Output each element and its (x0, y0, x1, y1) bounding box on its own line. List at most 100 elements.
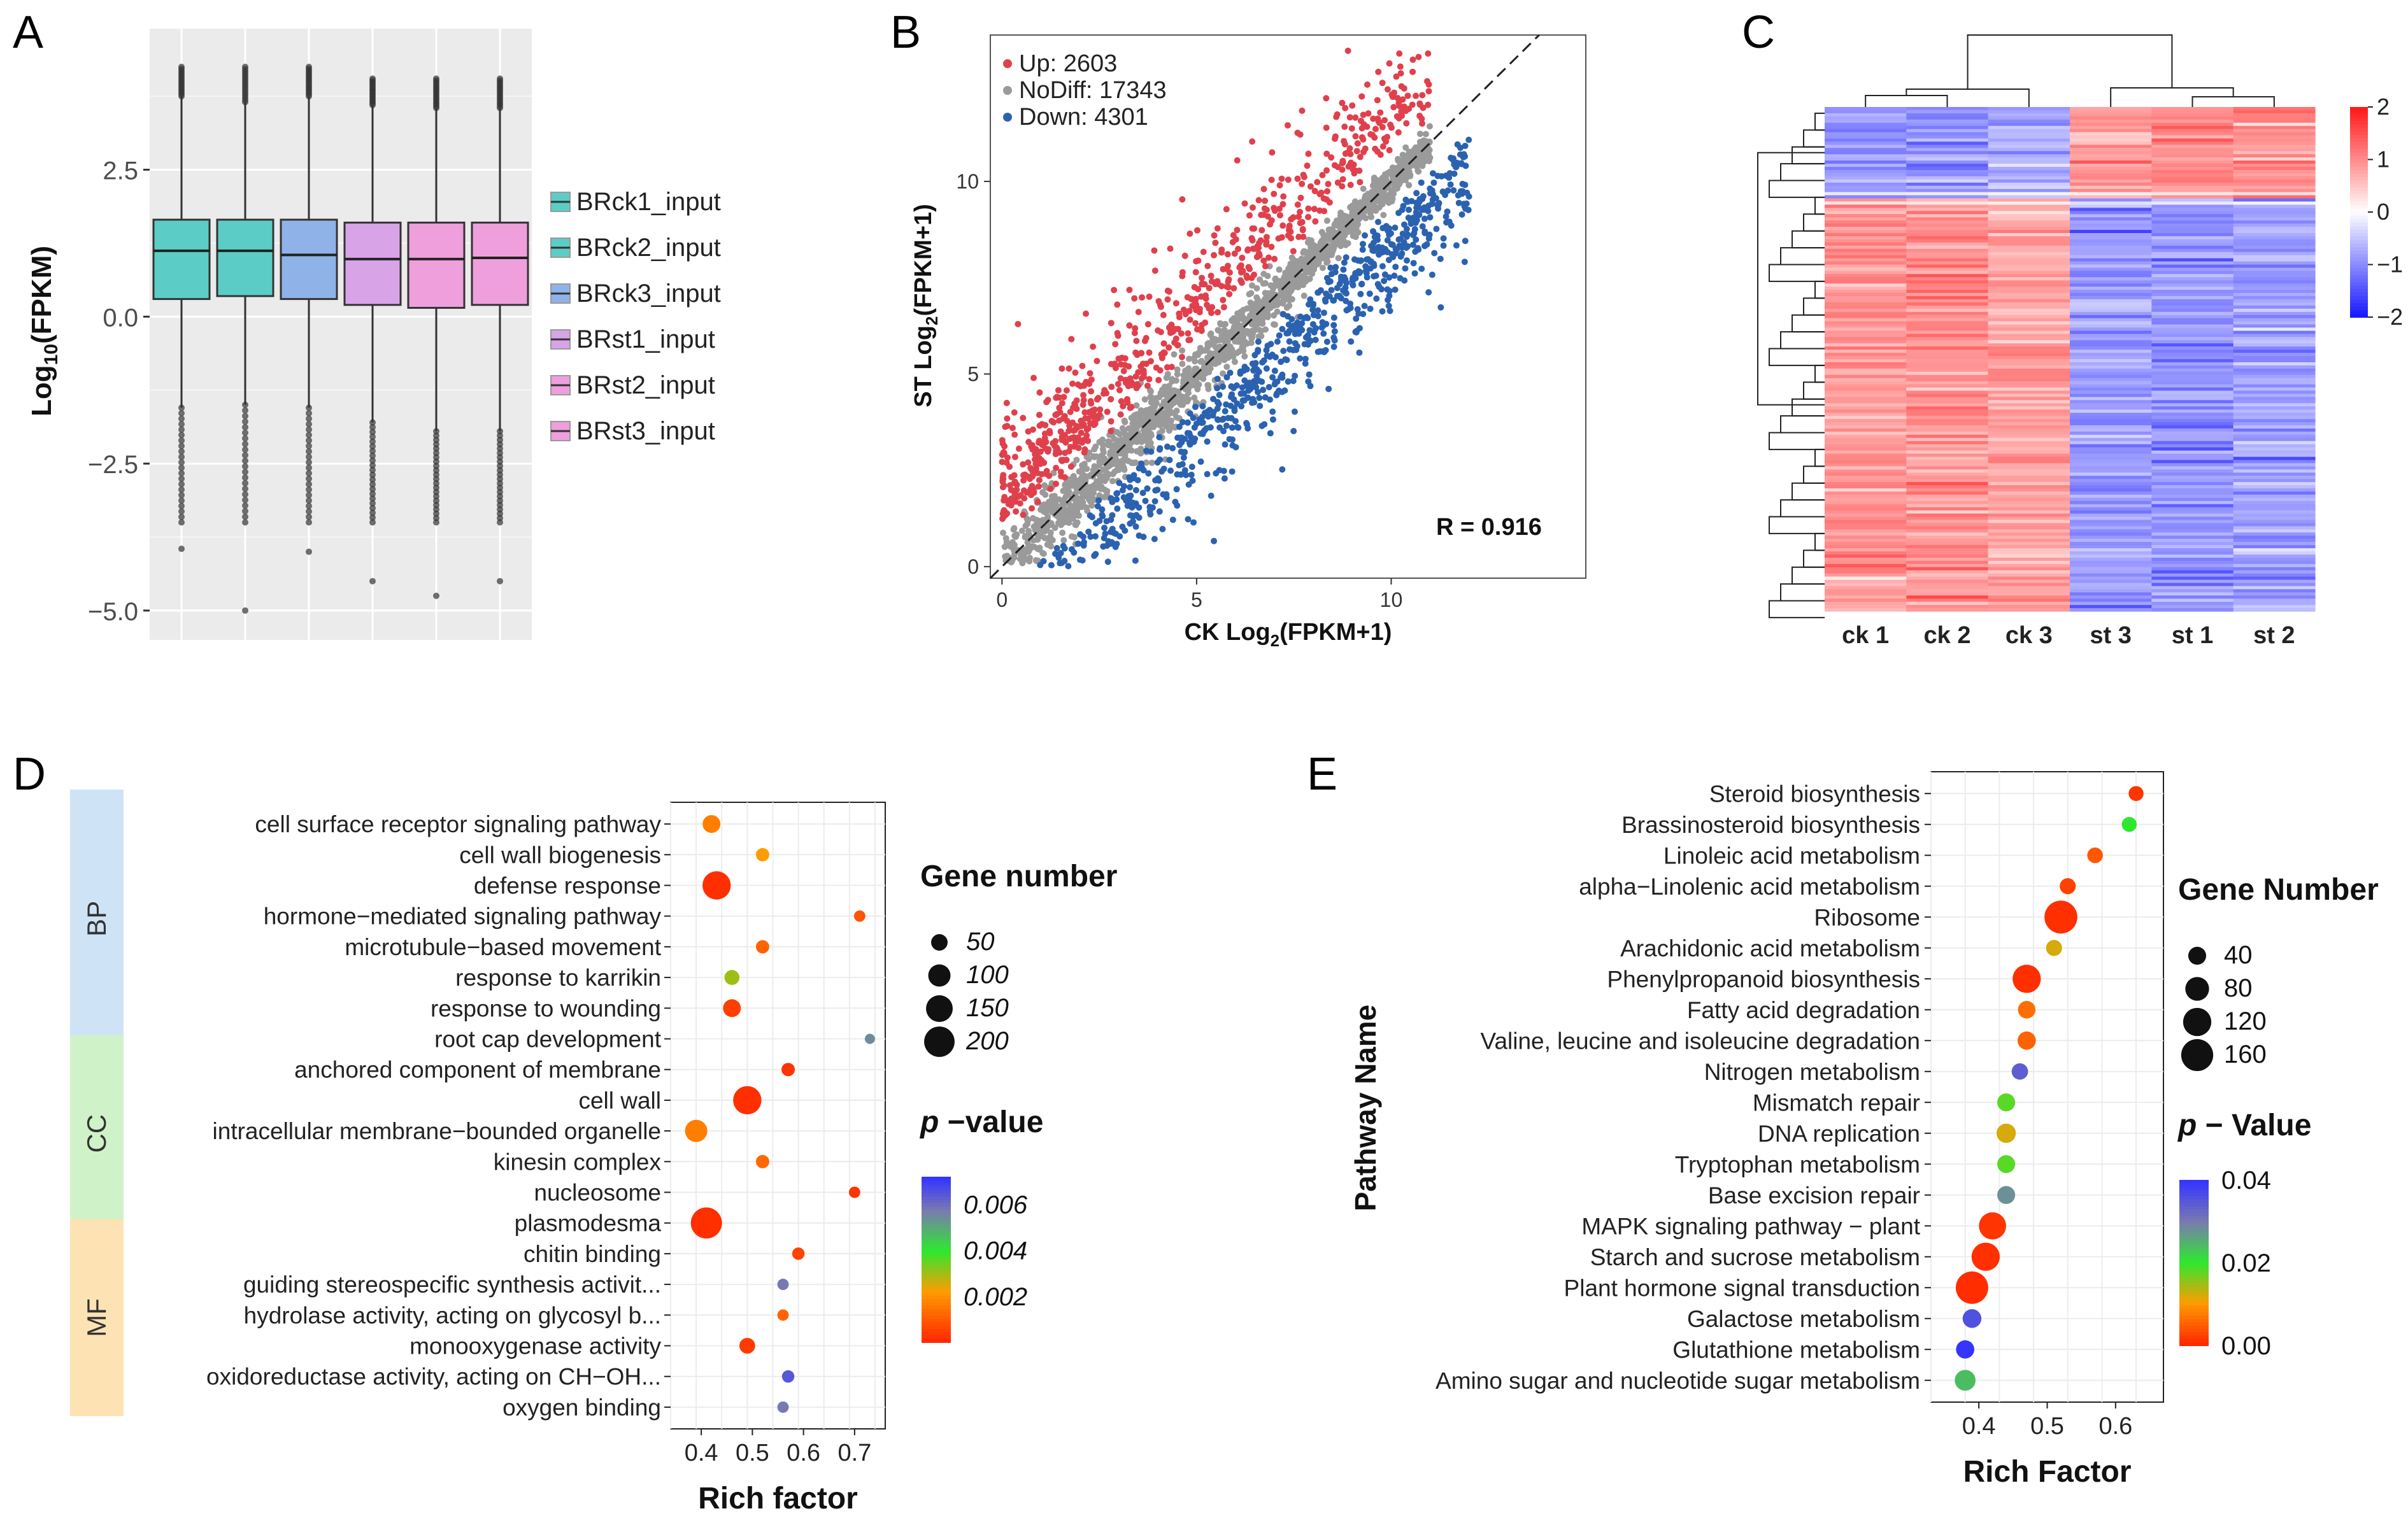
heatmap-cell (1825, 551, 1907, 555)
heatmap-cell (1825, 567, 1907, 571)
heatmap-cell (2151, 255, 2234, 259)
heatmap-cell (2070, 485, 2152, 489)
point-down (1178, 434, 1185, 441)
heatmap-cell (2151, 437, 2234, 442)
heatmap-cell (1906, 208, 1989, 211)
point-up (1020, 511, 1027, 518)
point-down (1336, 292, 1343, 299)
heatmap-cell (1988, 208, 2070, 211)
point-down (1437, 255, 1444, 262)
point-nodiff (1234, 350, 1241, 357)
heatmap-cell (1906, 507, 1989, 511)
heatmap-cell (1825, 321, 1907, 325)
heatmap-cell (2233, 271, 2316, 274)
point-down (1203, 425, 1210, 432)
y-axis-label: Pathway Name (1349, 1005, 1382, 1212)
point-nodiff (1025, 527, 1032, 534)
point-nodiff (1041, 501, 1048, 508)
point-up (1381, 117, 1388, 124)
point-nodiff (1249, 327, 1256, 334)
heatmap-cell (1825, 290, 1907, 294)
heatmap-cell (1988, 602, 2070, 606)
point-up (1172, 335, 1179, 342)
heatmap-cell (1906, 548, 1989, 552)
heatmap-cell (1988, 536, 2070, 539)
heatmap-cell (2233, 437, 2316, 442)
heatmap-cell (1825, 500, 1907, 505)
heatmap-cell (1825, 176, 1907, 180)
point-down (1258, 378, 1265, 385)
size-legend-label: 150 (966, 994, 1009, 1022)
heatmap-cell (1825, 381, 1907, 385)
heatmap-cell (2233, 450, 2316, 455)
heatmap-cell (2070, 350, 2152, 353)
outlier (178, 545, 185, 552)
heatmap-cell (2233, 204, 2316, 208)
heatmap-cell (2151, 362, 2234, 366)
heatmap-cell (1906, 504, 1989, 508)
point-up (1155, 298, 1162, 305)
point-down (1230, 385, 1237, 392)
heatmap-cell (1988, 227, 2070, 231)
point-down (1220, 467, 1227, 474)
outlier (306, 513, 312, 520)
heatmap-cell (1825, 315, 1907, 319)
heatmap-cell (1825, 539, 1907, 543)
heatmap-cell (2070, 164, 2152, 167)
point-up (1386, 146, 1393, 153)
heatmap-cell (1825, 299, 1907, 303)
point-up (1323, 188, 1330, 195)
point-up (1108, 427, 1115, 434)
heatmap-cell (2070, 340, 2152, 344)
point-nodiff (1226, 348, 1233, 355)
heatmap-cell (2151, 488, 2234, 492)
point-up (1354, 140, 1361, 147)
heatmap-cell (2151, 476, 2234, 479)
dendrogram-column (1967, 34, 2173, 89)
point-up (1069, 380, 1076, 387)
heatmap-cell (1906, 602, 1989, 606)
heatmap-cell (1988, 148, 2070, 152)
heatmap-cell (1906, 599, 1989, 602)
heatmap-cell (1988, 145, 2070, 148)
point-down (1440, 235, 1447, 242)
heatmap-cell (2233, 529, 2316, 533)
bubble (1996, 1123, 2016, 1143)
outlier (178, 409, 185, 416)
heatmap-cell (2233, 356, 2316, 360)
heatmap-cell (2151, 148, 2234, 152)
point-up (1390, 104, 1397, 111)
point-down (1151, 498, 1158, 505)
point-up (1372, 145, 1379, 152)
heatmap-cell (2233, 318, 2316, 322)
heatmap-cell (1825, 311, 1907, 316)
point-down (1188, 471, 1195, 478)
point-up (1146, 293, 1153, 300)
heatmap-cell (2151, 258, 2234, 262)
point-down (1302, 355, 1309, 362)
point-up (1418, 115, 1425, 122)
box (152, 218, 211, 301)
point-down (1411, 270, 1418, 277)
point-down (1385, 302, 1392, 309)
point-down (1410, 260, 1417, 267)
point-down (1192, 404, 1199, 411)
heatmap-cell (2070, 554, 2152, 558)
point-down (1292, 340, 1299, 347)
heatmap-cell (1988, 387, 2070, 392)
heatmap-cell (1906, 277, 1989, 281)
outlier (306, 64, 312, 70)
point-up (1226, 290, 1233, 297)
heatmap-cell (2233, 188, 2316, 193)
heatmap-cell (2233, 576, 2316, 581)
point-up (1015, 320, 1022, 327)
point-down (1381, 278, 1388, 285)
heatmap-cell (2233, 441, 2316, 445)
outlier (369, 452, 376, 459)
term-label: monooxygenase activity (410, 1333, 661, 1359)
point-up (1409, 101, 1416, 108)
heatmap-cell (1825, 529, 1907, 533)
heatmap-cell (1988, 457, 2070, 460)
point-down (1132, 557, 1139, 564)
outlier (242, 513, 248, 520)
